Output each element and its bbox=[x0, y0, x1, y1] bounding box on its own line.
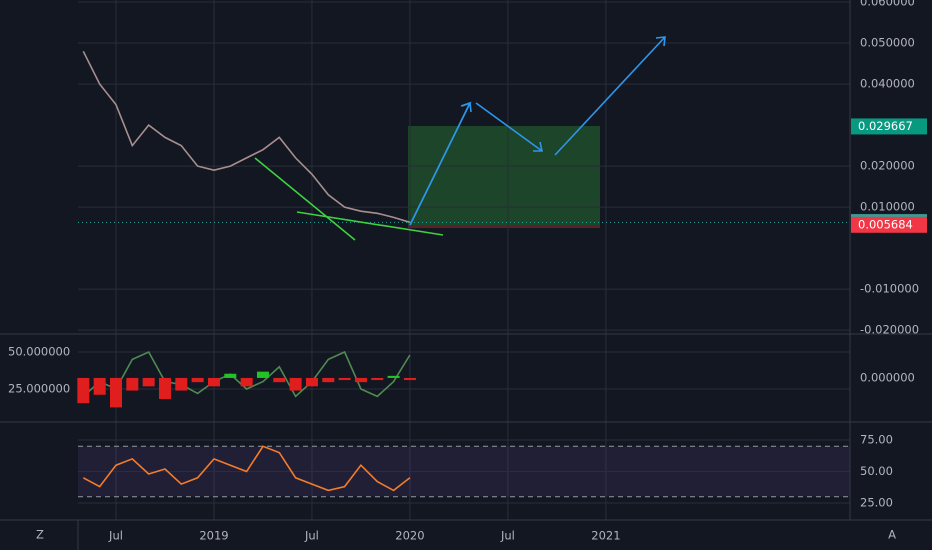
histogram-bar bbox=[256, 371, 269, 378]
y-tick-label: -0.010000 bbox=[860, 282, 919, 296]
histogram-bar bbox=[93, 377, 106, 395]
series-line bbox=[82, 350, 411, 398]
drawings bbox=[254, 36, 666, 241]
histogram-bar bbox=[371, 377, 384, 381]
arrow bbox=[475, 102, 543, 152]
y-tick-label: 0.020000 bbox=[860, 159, 915, 173]
histogram-bar bbox=[142, 377, 155, 387]
histogram-bar bbox=[305, 377, 318, 387]
histogram-bar bbox=[126, 377, 139, 391]
trend-line bbox=[254, 157, 356, 241]
trend-line bbox=[296, 211, 444, 236]
y-tick-label: -0.020000 bbox=[860, 323, 919, 337]
x-tick-label: 2021 bbox=[591, 529, 620, 543]
toolbar-button[interactable]: A bbox=[888, 528, 896, 542]
y-tick-label: 75.00 bbox=[860, 433, 893, 447]
histogram-bar bbox=[403, 377, 416, 381]
histogram-bar bbox=[240, 377, 253, 387]
x-tick-label: Jul bbox=[108, 529, 123, 543]
price-label: 0.005684 bbox=[858, 217, 913, 231]
y-tick-label: 0.010000 bbox=[860, 200, 915, 214]
arrow bbox=[409, 101, 472, 226]
histogram-bar bbox=[387, 375, 400, 378]
x-tick-label: 2019 bbox=[199, 529, 228, 543]
x-tick-label: Jul bbox=[500, 529, 515, 543]
arrow bbox=[554, 36, 666, 156]
histogram-bar bbox=[322, 377, 335, 383]
histogram-bar bbox=[224, 373, 237, 378]
y-tick-label: 0.050000 bbox=[860, 36, 915, 50]
y2-tick-label: 0.000000 bbox=[860, 370, 915, 384]
histogram-bar bbox=[338, 377, 351, 381]
histogram-bar bbox=[207, 377, 220, 387]
y-tick-label: 25.00 bbox=[860, 495, 893, 509]
histogram-bar bbox=[273, 377, 286, 383]
y-tick-label: 0.060000 bbox=[860, 0, 915, 9]
series-line bbox=[82, 445, 411, 492]
toolbar-button[interactable]: Z bbox=[36, 528, 44, 542]
histogram-bar bbox=[354, 377, 367, 383]
histogram-bar bbox=[175, 377, 188, 391]
series-line bbox=[82, 50, 411, 224]
histogram-bar bbox=[110, 377, 122, 408]
y-tick-label: 50.00 bbox=[860, 464, 893, 478]
histogram-bar bbox=[191, 377, 204, 383]
y-tick-label: 25.000000 bbox=[8, 381, 70, 395]
price-label-box bbox=[851, 216, 927, 233]
price-label: 0.029667 bbox=[858, 119, 913, 133]
target-zone bbox=[408, 126, 600, 225]
x-tick-label: Jul bbox=[304, 529, 319, 543]
x-tick-label: 2020 bbox=[395, 529, 424, 543]
panes: Jul 2019 Jul 2020 Jul 2021 0.060000 0.050000 0.0… bbox=[8, 0, 927, 543]
y-tick-label: 0.040000 bbox=[860, 77, 915, 91]
histogram-bar bbox=[289, 377, 302, 391]
stop-zone bbox=[408, 225, 600, 228]
annotations bbox=[408, 126, 600, 228]
histogram-bar bbox=[158, 377, 171, 399]
y-tick-label: 50.000000 bbox=[8, 345, 70, 359]
histogram-bar bbox=[77, 377, 90, 404]
price-label-box bbox=[851, 118, 927, 135]
